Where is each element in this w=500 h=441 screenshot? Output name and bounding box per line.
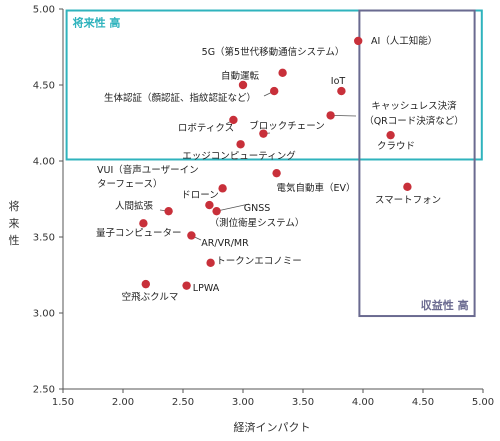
y-tick-label: 3.50 bbox=[33, 233, 55, 244]
point-label: LPWA bbox=[193, 283, 220, 294]
x-tick-label: 2.00 bbox=[112, 397, 134, 408]
point-label: 電気自動車（EV） bbox=[276, 182, 355, 194]
point-label: AR/VR/MR bbox=[201, 238, 249, 249]
data-point bbox=[187, 231, 196, 240]
point-label: AI（人工知能） bbox=[371, 35, 437, 47]
point-label: キャッシュレス決済（QRコード決済など） bbox=[364, 100, 464, 127]
region-box-2 bbox=[358, 9, 476, 318]
data-point bbox=[259, 129, 268, 138]
point-label: VUI（音声ユーザーインターフェース） bbox=[97, 164, 199, 190]
point-label: 人間拡張 bbox=[115, 200, 154, 212]
y-tick-label: 3.00 bbox=[33, 309, 55, 320]
point-labels-layer: AI（人工知能） 5G（第5世代移動通信システム） 自動運転 IoT 生体認証（顔認証、… bbox=[96, 35, 464, 303]
x-tick-label: 2.50 bbox=[172, 397, 194, 408]
data-point bbox=[236, 140, 245, 149]
data-point bbox=[270, 86, 279, 96]
point-label: ドローン bbox=[181, 190, 219, 201]
data-point bbox=[337, 86, 346, 96]
leader-line bbox=[216, 203, 250, 212]
data-point bbox=[326, 111, 335, 120]
data-point bbox=[354, 36, 363, 46]
data-point bbox=[141, 279, 150, 289]
x-tick-label: 4.00 bbox=[352, 397, 374, 408]
data-point bbox=[272, 168, 281, 178]
point-label: クラウド bbox=[377, 141, 415, 152]
point-label: 5G（第5世代移動通信システム） bbox=[202, 46, 345, 58]
region-label-2: 収益性 高 bbox=[421, 298, 469, 312]
data-point bbox=[278, 68, 287, 78]
x-tick-label: 4.50 bbox=[412, 397, 434, 408]
point-label: ブロックチェーン bbox=[249, 120, 325, 132]
leader-line bbox=[330, 115, 357, 117]
y-tick-label: 4.00 bbox=[33, 157, 55, 168]
data-point bbox=[403, 182, 412, 192]
point-label: GNSS （測位衛星システム） bbox=[210, 203, 305, 229]
y-axis-title: 将来性 bbox=[9, 200, 20, 247]
data-point bbox=[212, 206, 221, 216]
point-label: エッジコンピューティング bbox=[182, 150, 296, 162]
point-label: トークンエコノミー bbox=[216, 256, 302, 267]
data-point bbox=[182, 281, 191, 290]
y-tick-label: 2.50 bbox=[33, 385, 55, 396]
point-label: ロボティクス bbox=[178, 123, 234, 134]
data-point bbox=[139, 219, 148, 228]
x-tick-label: 3.00 bbox=[232, 397, 254, 408]
y-tick-label: 5.00 bbox=[33, 5, 55, 16]
points-layer bbox=[139, 36, 412, 290]
point-label: 空飛ぶクルマ bbox=[122, 291, 179, 303]
point-label: 自動運転 bbox=[221, 70, 260, 82]
leader-lines-layer bbox=[159, 71, 357, 241]
data-point bbox=[386, 130, 395, 140]
point-label: IoT bbox=[331, 76, 346, 87]
point-label: スマートフォン bbox=[375, 195, 441, 206]
y-tick-label: 4.50 bbox=[33, 81, 55, 92]
axes-layer: 1.50 2.00 2.50 3.00 3.50 4.00 4.50 5.00 2.50 3.00… bbox=[33, 5, 494, 409]
point-label: 量子コンピューター bbox=[96, 228, 182, 239]
data-point bbox=[206, 258, 215, 268]
x-tick-label: 1.50 bbox=[52, 397, 74, 408]
region-label-1: 将来性 高 bbox=[73, 16, 121, 30]
x-tick-label: 3.50 bbox=[292, 397, 314, 408]
data-point bbox=[205, 200, 214, 210]
data-point bbox=[218, 184, 227, 193]
data-point bbox=[229, 115, 238, 125]
x-axis-title: 経済インパクト bbox=[234, 420, 311, 434]
data-point bbox=[164, 206, 173, 216]
x-tick-label: 5.00 bbox=[472, 397, 494, 408]
data-point bbox=[238, 80, 248, 90]
point-label: 生体認証（顔認証、指紋認証など） bbox=[104, 92, 256, 104]
region-box-1 bbox=[65, 9, 483, 161]
